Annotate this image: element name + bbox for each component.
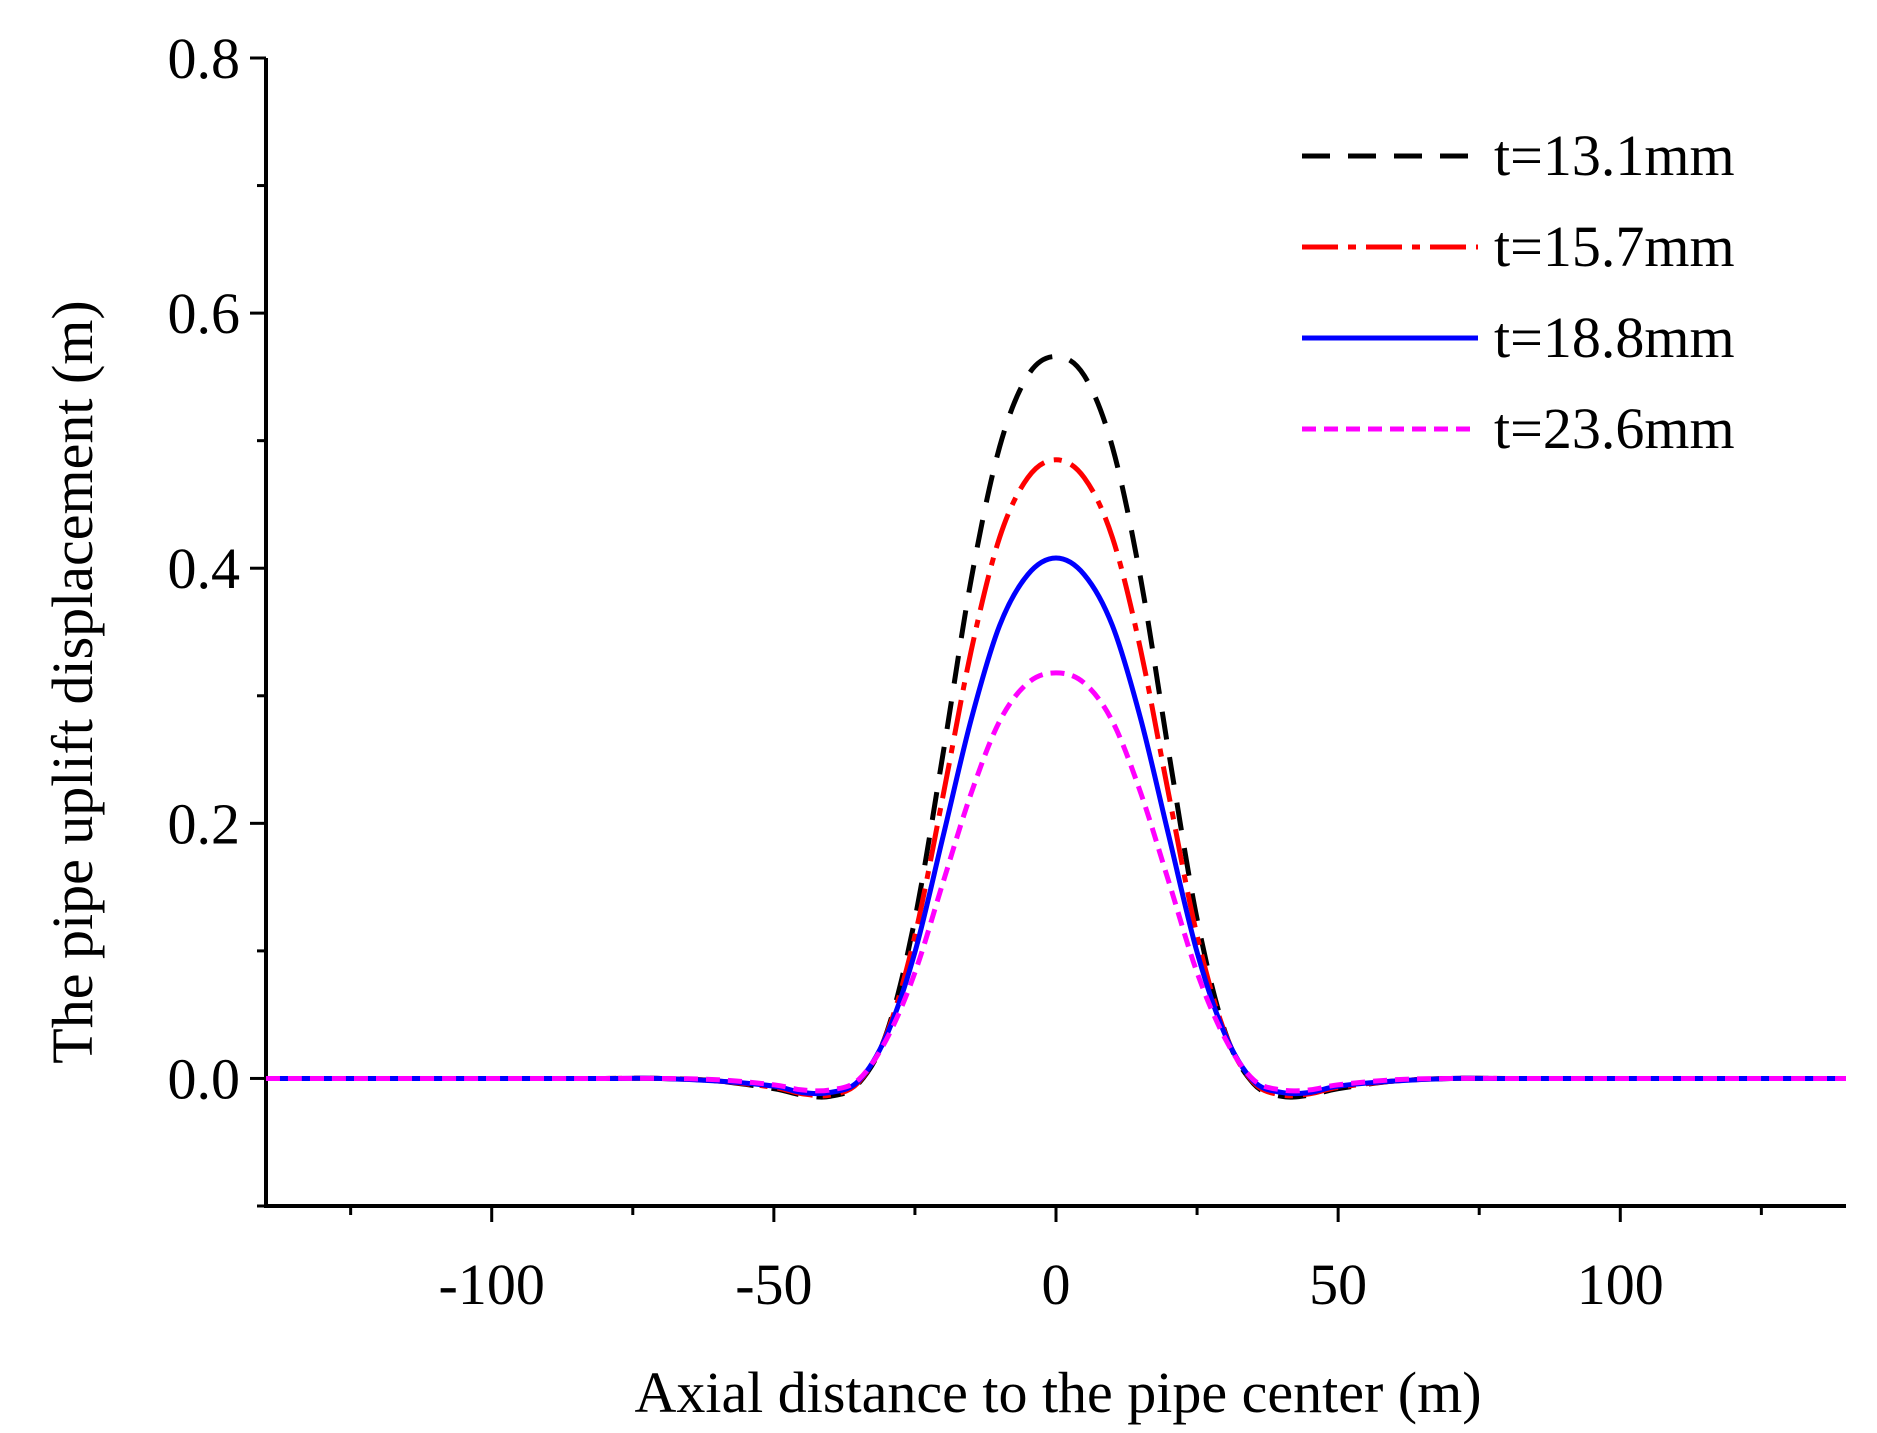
- series-line-t=13.1mm: [265, 353, 1846, 1100]
- x-tick-label: -100: [439, 1252, 545, 1317]
- x-tick-label: 100: [1577, 1252, 1664, 1317]
- legend-label: t=13.1mm: [1494, 123, 1735, 188]
- y-tick-label: 0.6: [168, 281, 241, 346]
- series-line-t=15.7mm: [265, 457, 1846, 1099]
- x-tick-label: -50: [735, 1252, 812, 1317]
- axes: 0.0 0.2 0.4 0.6 0.8 -100 -50 0 50 100: [168, 26, 1846, 1317]
- y-tick-label: 0.0: [168, 1046, 241, 1111]
- y-axis-title: The pipe uplift displacement (m): [40, 300, 105, 1063]
- series-line-t=18.8mm: [265, 555, 1846, 1097]
- y-tick-label: 0.8: [168, 26, 241, 91]
- x-tick-label: 0: [1042, 1252, 1071, 1317]
- series-line-t=23.6mm: [265, 670, 1846, 1094]
- plot-area: [265, 353, 1846, 1100]
- y-tick-label: 0.2: [168, 791, 241, 856]
- legend-label: t=15.7mm: [1494, 214, 1735, 279]
- legend-label: t=18.8mm: [1494, 305, 1735, 370]
- x-axis-title: Axial distance to the pipe center (m): [634, 1360, 1481, 1425]
- x-tick-label: 50: [1309, 1252, 1367, 1317]
- y-tick-label: 0.4: [168, 536, 241, 601]
- legend-label: t=23.6mm: [1494, 396, 1735, 461]
- legend: t=13.1mm t=15.7mm t=18.8mm t=23.6mm: [1302, 123, 1735, 461]
